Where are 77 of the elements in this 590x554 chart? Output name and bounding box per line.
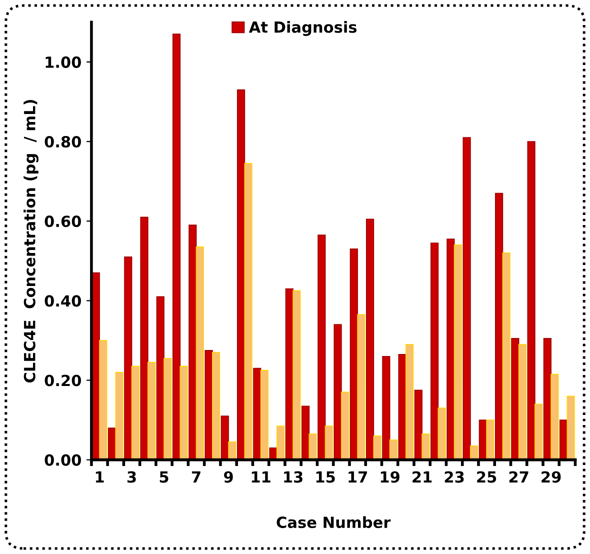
bar xyxy=(340,392,350,460)
bar xyxy=(140,216,148,460)
x-axis-title: Case Number xyxy=(276,516,391,528)
y-tick-label: 1.00 xyxy=(46,56,81,68)
bar xyxy=(220,416,229,460)
x-tick-label: 5 xyxy=(160,471,168,483)
bar xyxy=(470,445,478,460)
x-tick-label: 13 xyxy=(284,471,302,483)
bar xyxy=(253,368,262,460)
bar xyxy=(212,352,220,460)
x-tick-label: 27 xyxy=(509,471,528,483)
bar xyxy=(196,246,204,460)
bar xyxy=(156,296,164,460)
bar xyxy=(495,192,504,460)
bar xyxy=(147,362,156,460)
x-tick-label: 11 xyxy=(252,471,270,483)
bar xyxy=(430,242,439,460)
bar xyxy=(398,354,406,460)
bar xyxy=(292,290,301,460)
bar xyxy=(164,358,172,460)
bar xyxy=(131,366,140,460)
bar xyxy=(228,441,236,460)
bar xyxy=(502,252,510,460)
x-tick-label: 7 xyxy=(192,471,200,483)
x-tick-label: 3 xyxy=(127,471,136,483)
x-tick-label: 1 xyxy=(96,471,104,483)
bar xyxy=(324,426,333,460)
bar xyxy=(550,374,559,460)
bar xyxy=(373,436,382,460)
bar xyxy=(366,218,374,460)
y-tick-label: 0.00 xyxy=(44,454,81,466)
bar xyxy=(422,434,430,460)
y-tick-label: 0.20 xyxy=(44,374,81,386)
bar xyxy=(534,404,543,460)
bar xyxy=(389,440,398,460)
bar xyxy=(99,340,108,460)
x-tick-label: 15 xyxy=(316,471,335,483)
bar xyxy=(124,256,132,460)
bar xyxy=(462,137,471,460)
x-tick-label: 21 xyxy=(412,471,432,483)
bar xyxy=(301,406,310,460)
bar xyxy=(260,370,268,460)
bar xyxy=(276,426,285,460)
bar xyxy=(188,224,197,460)
bar xyxy=(454,244,462,460)
bar xyxy=(204,350,213,460)
y-tick-label: 0.80 xyxy=(44,136,81,148)
bar xyxy=(414,390,422,460)
x-tick-label: 29 xyxy=(542,471,561,483)
bar xyxy=(382,356,390,460)
bar xyxy=(527,141,536,460)
bar xyxy=(406,344,414,460)
bar xyxy=(308,434,317,460)
x-tick-label: 9 xyxy=(224,471,233,483)
bar xyxy=(518,344,526,460)
x-tick-label: 25 xyxy=(477,471,496,483)
x-tick-label: 19 xyxy=(380,471,400,483)
y-axis-title: CLEC4E Concentration (pg / mL) xyxy=(24,100,38,383)
bar xyxy=(115,372,124,460)
bar xyxy=(438,408,446,460)
bar xyxy=(244,162,252,460)
bar xyxy=(180,366,188,460)
bar xyxy=(357,314,366,460)
bar xyxy=(334,324,342,460)
x-tick-label: 23 xyxy=(444,471,464,483)
bar xyxy=(511,338,520,460)
bar xyxy=(560,420,568,460)
bar xyxy=(566,396,575,460)
bar xyxy=(350,248,358,460)
y-tick-label: 0.40 xyxy=(44,295,81,307)
legend-label: At Diagnosis xyxy=(248,21,357,36)
x-tick-label: 17 xyxy=(348,471,367,483)
bar xyxy=(318,234,326,460)
bar xyxy=(446,238,455,460)
y-tick-label: 0.60 xyxy=(44,216,81,228)
bar xyxy=(172,34,181,460)
bar xyxy=(486,420,494,460)
